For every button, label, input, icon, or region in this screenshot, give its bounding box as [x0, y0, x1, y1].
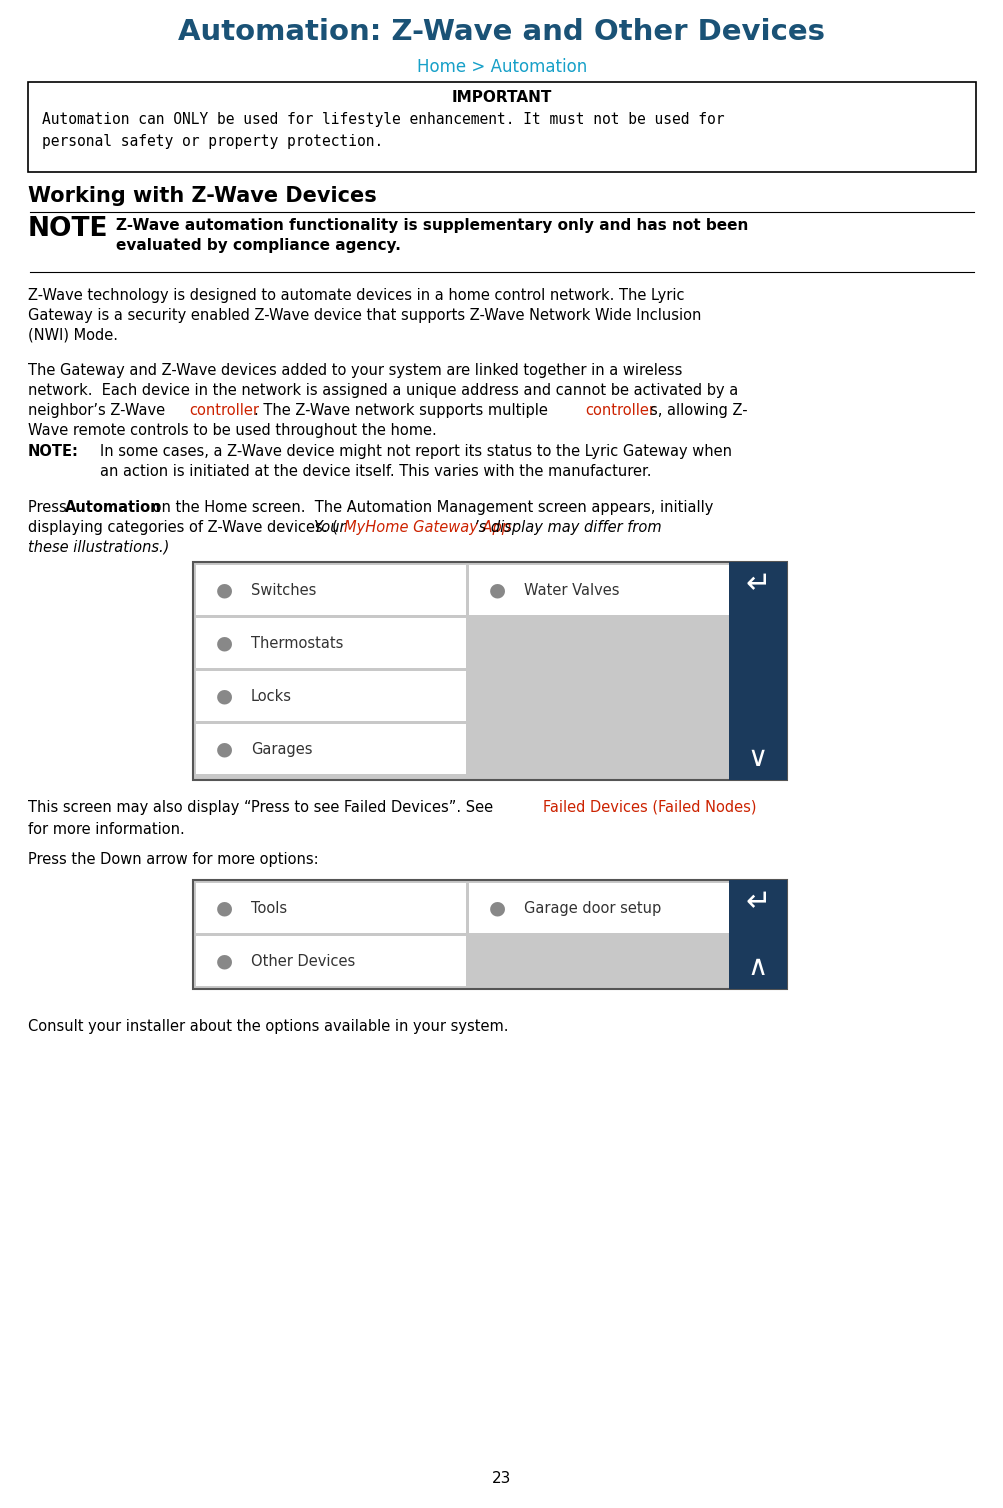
Text: This screen may also display “Press to see Failed Devices”. See: This screen may also display “Press to s…	[28, 801, 497, 814]
Text: Press the Down arrow for more options:: Press the Down arrow for more options:	[28, 852, 318, 867]
Text: Home > Automation: Home > Automation	[416, 57, 587, 75]
Text: evaluated by compliance agency.: evaluated by compliance agency.	[116, 238, 400, 253]
Text: ●: ●	[216, 633, 233, 653]
Text: In some cases, a Z-Wave device might not report its status to the Lyric Gateway : In some cases, a Z-Wave device might not…	[100, 443, 731, 458]
Text: . The Z-Wave network supports multiple: . The Z-Wave network supports multiple	[254, 403, 552, 418]
Text: ●: ●	[488, 581, 505, 600]
Text: Garages: Garages	[251, 742, 312, 757]
Text: ●: ●	[216, 686, 233, 706]
Text: NOTE:: NOTE:	[28, 443, 79, 458]
Text: Wave remote controls to be used throughout the home.: Wave remote controls to be used througho…	[28, 424, 436, 437]
Text: Working with Z-Wave Devices: Working with Z-Wave Devices	[28, 185, 376, 207]
Text: Thermostats: Thermostats	[251, 636, 343, 651]
Text: ∨: ∨	[747, 743, 767, 772]
Bar	[196, 566, 465, 615]
Text: NOTE: NOTE	[28, 216, 108, 241]
Bar	[196, 671, 465, 721]
Text: ●: ●	[216, 739, 233, 759]
Text: IMPORTANT: IMPORTANT	[451, 90, 552, 106]
Text: ●: ●	[216, 952, 233, 971]
Text: ↵: ↵	[744, 570, 770, 599]
Text: on the Home screen.  The Automation Management screen appears, initially: on the Home screen. The Automation Manag…	[147, 501, 713, 516]
Bar	[728, 562, 786, 780]
Bar	[728, 881, 786, 989]
Text: ’s display may differ from: ’s display may differ from	[473, 520, 661, 535]
Text: Consult your installer about the options available in your system.: Consult your installer about the options…	[28, 1019, 508, 1034]
Text: 23: 23	[491, 1470, 512, 1485]
Text: Locks: Locks	[251, 689, 292, 704]
Text: ●: ●	[216, 581, 233, 600]
Text: Garage door setup: Garage door setup	[524, 900, 661, 915]
Text: Gateway is a security enabled Z-Wave device that supports Z-Wave Network Wide In: Gateway is a security enabled Z-Wave dev…	[28, 308, 701, 323]
Text: Switches: Switches	[251, 584, 316, 599]
Text: network.  Each device in the network is assigned a unique address and cannot be : network. Each device in the network is a…	[28, 383, 737, 398]
Bar	[196, 724, 465, 774]
Text: Other Devices: Other Devices	[251, 955, 355, 970]
Bar	[28, 81, 975, 172]
Bar	[468, 884, 728, 933]
Text: displaying categories of Z-Wave devices. (: displaying categories of Z-Wave devices.…	[28, 520, 338, 535]
Bar	[193, 562, 786, 780]
Bar	[468, 566, 728, 615]
Text: Automation: Automation	[65, 501, 161, 516]
Text: ∧: ∧	[747, 953, 767, 982]
Text: s, allowing Z-: s, allowing Z-	[649, 403, 747, 418]
Text: Z-Wave automation functionality is supplementary only and has not been: Z-Wave automation functionality is suppl…	[116, 219, 747, 234]
Bar	[193, 881, 786, 989]
Bar	[196, 884, 465, 933]
Text: Automation: Z-Wave and Other Devices: Automation: Z-Wave and Other Devices	[179, 18, 824, 47]
Text: The Gateway and Z-Wave devices added to your system are linked together in a wir: The Gateway and Z-Wave devices added to …	[28, 363, 682, 379]
Text: (NWI) Mode.: (NWI) Mode.	[28, 329, 118, 342]
Text: Automation can ONLY be used for lifestyle enhancement. It must not be used for: Automation can ONLY be used for lifestyl…	[42, 112, 724, 127]
Bar	[196, 936, 465, 986]
Text: MyHome Gateway App: MyHome Gateway App	[344, 520, 511, 535]
Text: personal safety or property protection.: personal safety or property protection.	[42, 134, 383, 149]
Text: ●: ●	[488, 899, 505, 917]
Text: Your: Your	[314, 520, 350, 535]
Text: Z-Wave technology is designed to automate devices in a home control network. The: Z-Wave technology is designed to automat…	[28, 288, 684, 303]
Text: Press: Press	[28, 501, 71, 516]
Bar	[196, 618, 465, 668]
Text: Failed Devices (Failed Nodes): Failed Devices (Failed Nodes)	[543, 801, 755, 814]
Text: Tools: Tools	[251, 900, 287, 915]
Text: these illustrations.): these illustrations.)	[28, 540, 170, 555]
Text: neighbor’s Z-Wave: neighbor’s Z-Wave	[28, 403, 170, 418]
Text: for more information.: for more information.	[28, 822, 185, 837]
Text: an action is initiated at the device itself. This varies with the manufacturer.: an action is initiated at the device its…	[100, 464, 651, 480]
Text: ↵: ↵	[744, 888, 770, 917]
Text: controller: controller	[585, 403, 654, 418]
Text: Water Valves: Water Valves	[524, 584, 619, 599]
Text: ●: ●	[216, 899, 233, 917]
Text: controller: controller	[189, 403, 259, 418]
